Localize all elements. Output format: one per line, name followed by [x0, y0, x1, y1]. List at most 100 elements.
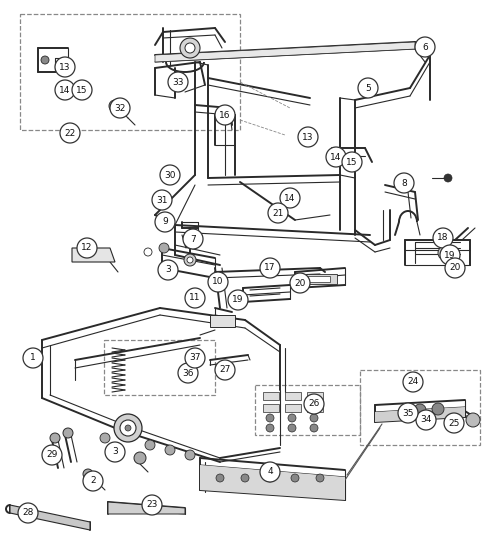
Text: 27: 27: [219, 366, 230, 375]
Text: 13: 13: [302, 132, 313, 141]
Circle shape: [134, 452, 146, 464]
Bar: [262, 392, 278, 400]
Circle shape: [208, 272, 227, 292]
Text: 31: 31: [156, 196, 167, 204]
Circle shape: [265, 414, 273, 422]
Text: 8: 8: [400, 178, 406, 187]
Bar: [302, 274, 336, 284]
Circle shape: [105, 442, 125, 462]
Text: 14: 14: [284, 193, 295, 203]
Circle shape: [18, 503, 38, 523]
Polygon shape: [108, 502, 184, 514]
Polygon shape: [72, 248, 115, 262]
Circle shape: [431, 403, 443, 415]
Bar: [359, 370, 479, 445]
Circle shape: [100, 433, 110, 443]
Circle shape: [58, 85, 72, 99]
Circle shape: [183, 254, 196, 266]
Bar: [285, 392, 301, 400]
Text: 36: 36: [182, 368, 193, 377]
Circle shape: [23, 348, 43, 368]
Circle shape: [180, 38, 199, 58]
Text: 17: 17: [264, 264, 275, 273]
Bar: [20, 14, 240, 130]
Circle shape: [178, 363, 197, 383]
Circle shape: [259, 258, 279, 278]
Circle shape: [160, 165, 180, 185]
Circle shape: [265, 424, 273, 432]
Text: 24: 24: [407, 377, 418, 387]
Circle shape: [109, 100, 121, 112]
Text: 5: 5: [364, 84, 370, 93]
Polygon shape: [155, 42, 414, 62]
Text: 25: 25: [447, 418, 459, 428]
Circle shape: [415, 410, 435, 430]
Circle shape: [72, 80, 92, 100]
Circle shape: [316, 474, 323, 482]
Text: 9: 9: [162, 218, 167, 227]
Text: 3: 3: [165, 265, 170, 274]
Circle shape: [182, 229, 203, 249]
Text: 3: 3: [112, 448, 118, 456]
Text: 14: 14: [330, 152, 341, 162]
Circle shape: [289, 273, 309, 293]
Bar: [255, 385, 359, 435]
Circle shape: [214, 105, 235, 125]
Text: 2: 2: [90, 476, 96, 485]
Circle shape: [303, 394, 323, 414]
Bar: [104, 340, 214, 395]
Circle shape: [259, 462, 279, 482]
Text: 18: 18: [437, 233, 448, 243]
Circle shape: [393, 173, 413, 193]
Text: 15: 15: [76, 85, 88, 95]
Circle shape: [268, 203, 287, 223]
Circle shape: [78, 88, 86, 96]
Circle shape: [42, 445, 62, 465]
Text: 4: 4: [267, 468, 272, 476]
Circle shape: [402, 372, 422, 392]
Text: 21: 21: [272, 208, 283, 218]
Circle shape: [443, 174, 451, 182]
Circle shape: [287, 414, 295, 422]
Text: 6: 6: [421, 43, 427, 52]
Circle shape: [265, 474, 273, 482]
Text: 16: 16: [219, 110, 230, 120]
Text: 37: 37: [189, 353, 200, 362]
Circle shape: [297, 127, 318, 147]
Text: 19: 19: [232, 295, 243, 305]
Circle shape: [50, 433, 60, 443]
Circle shape: [55, 80, 75, 100]
Circle shape: [142, 495, 162, 515]
Text: 22: 22: [64, 129, 76, 137]
Text: 28: 28: [22, 509, 33, 517]
Text: 23: 23: [146, 500, 157, 510]
Circle shape: [151, 190, 172, 210]
Circle shape: [287, 424, 295, 432]
Circle shape: [77, 238, 97, 258]
Text: 12: 12: [81, 244, 92, 253]
Circle shape: [290, 474, 298, 482]
Text: 11: 11: [189, 294, 200, 302]
Circle shape: [325, 147, 345, 167]
Circle shape: [83, 469, 93, 479]
Circle shape: [279, 188, 300, 208]
Circle shape: [61, 88, 69, 96]
Text: 20: 20: [294, 279, 305, 288]
Text: 32: 32: [114, 104, 125, 112]
Text: 29: 29: [46, 450, 58, 459]
Circle shape: [187, 257, 193, 263]
Circle shape: [75, 85, 89, 99]
Circle shape: [341, 152, 361, 172]
Circle shape: [184, 288, 205, 308]
Bar: [307, 276, 329, 282]
Text: 19: 19: [443, 250, 455, 259]
Circle shape: [63, 428, 73, 438]
Polygon shape: [199, 465, 344, 500]
Circle shape: [165, 445, 175, 455]
Circle shape: [144, 248, 151, 256]
Circle shape: [215, 474, 224, 482]
Circle shape: [465, 413, 479, 427]
Circle shape: [125, 425, 131, 431]
Text: 34: 34: [420, 416, 431, 424]
Circle shape: [114, 414, 142, 442]
